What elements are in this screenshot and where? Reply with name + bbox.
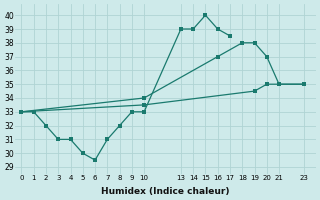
X-axis label: Humidex (Indice chaleur): Humidex (Indice chaleur) xyxy=(101,187,230,196)
